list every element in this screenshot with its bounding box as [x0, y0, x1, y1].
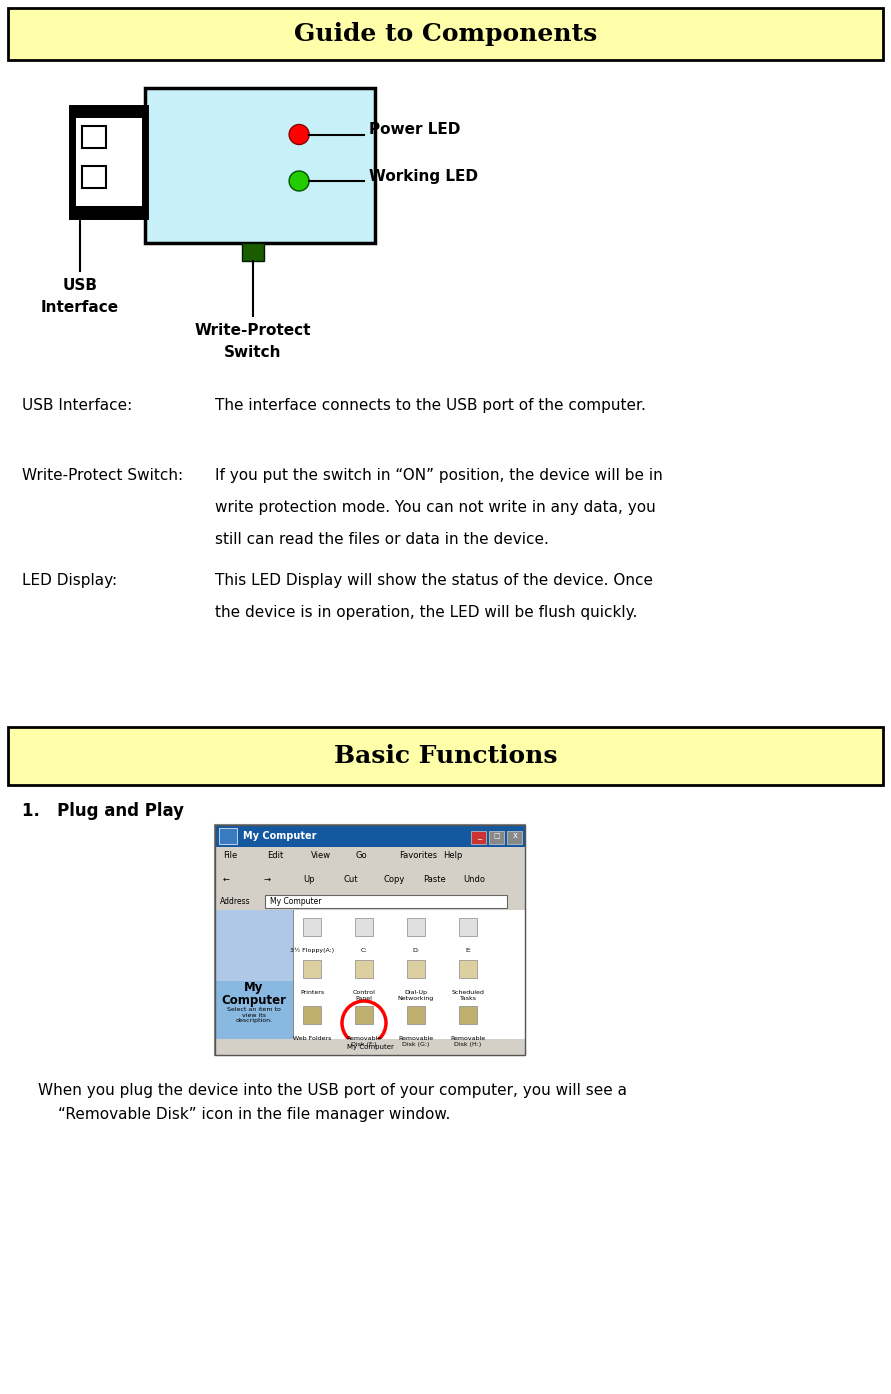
Bar	[215, 825, 525, 848]
Bar	[215, 825, 525, 1055]
Text: My: My	[244, 981, 264, 994]
Text: Write-Protect: Write-Protect	[195, 323, 311, 337]
Text: Removable
Disk (G:): Removable Disk (G:)	[398, 1036, 434, 1047]
Bar	[145, 88, 375, 243]
Text: Favorites: Favorites	[399, 852, 437, 860]
Text: Working LED: Working LED	[369, 169, 478, 184]
Bar	[8, 728, 883, 785]
Text: write protection mode. You can not write in any data, you: write protection mode. You can not write…	[215, 500, 656, 514]
Text: ←: ←	[223, 874, 230, 884]
Bar	[215, 910, 525, 1039]
Text: Basic Functions: Basic Functions	[334, 744, 558, 768]
Text: Up: Up	[303, 874, 315, 884]
Bar	[459, 1006, 477, 1025]
Bar	[265, 895, 507, 907]
Bar	[72, 107, 145, 216]
Bar	[355, 1006, 373, 1025]
Text: □: □	[494, 834, 501, 839]
Text: Help: Help	[443, 852, 462, 860]
Text: My Computer: My Computer	[270, 896, 322, 906]
Text: D:: D:	[413, 948, 420, 953]
Text: x: x	[512, 831, 518, 841]
Text: When you plug the device into the USB port of your computer, you will see a: When you plug the device into the USB po…	[38, 1083, 627, 1098]
Text: Interface: Interface	[41, 300, 119, 315]
Text: The interface connects to the USB port of the computer.: The interface connects to the USB port o…	[215, 399, 646, 413]
Text: Cut: Cut	[343, 874, 357, 884]
Text: Removable
Disk (F:): Removable Disk (F:)	[347, 1036, 381, 1047]
Bar	[215, 894, 525, 910]
Bar	[215, 981, 293, 1039]
Text: View: View	[311, 852, 331, 860]
Text: Power LED: Power LED	[369, 123, 461, 137]
Bar	[215, 848, 525, 866]
Bar	[215, 825, 525, 1055]
Text: Web Folders: Web Folders	[293, 1036, 331, 1041]
Bar	[507, 831, 522, 843]
Text: the device is in operation, the LED will be flush quickly.: the device is in operation, the LED will…	[215, 605, 637, 620]
Bar	[70, 206, 145, 216]
Ellipse shape	[289, 171, 309, 191]
Bar	[489, 831, 504, 843]
Text: USB Interface:: USB Interface:	[22, 399, 132, 413]
Text: Removable
Disk (H:): Removable Disk (H:)	[451, 1036, 486, 1047]
Bar	[8, 8, 883, 60]
Bar	[459, 919, 477, 935]
Text: Dial-Up
Networking: Dial-Up Networking	[398, 990, 434, 1001]
Bar	[82, 125, 106, 148]
Bar	[215, 866, 525, 894]
Text: →: →	[263, 874, 270, 884]
Text: Computer: Computer	[222, 994, 287, 1006]
Bar	[242, 243, 264, 261]
Text: If you put the switch in “ON” position, the device will be in: If you put the switch in “ON” position, …	[215, 468, 663, 482]
Text: Control
Panel: Control Panel	[353, 990, 375, 1001]
Text: Printers: Printers	[300, 990, 324, 995]
Text: Edit: Edit	[267, 852, 283, 860]
Bar	[82, 166, 106, 188]
Bar	[355, 960, 373, 979]
Text: Switch: Switch	[225, 344, 282, 360]
Text: Write-Protect Switch:: Write-Protect Switch:	[22, 468, 184, 482]
Bar	[215, 1039, 525, 1055]
Bar	[303, 1006, 321, 1025]
Text: Paste: Paste	[423, 874, 446, 884]
Text: 1.   Plug and Play: 1. Plug and Play	[22, 802, 184, 820]
Bar	[303, 960, 321, 979]
Text: “Removable Disk” icon in the file manager window.: “Removable Disk” icon in the file manage…	[58, 1107, 450, 1122]
Text: Scheduled
Tasks: Scheduled Tasks	[452, 990, 485, 1001]
Bar	[219, 828, 237, 843]
Text: My Computer: My Computer	[243, 831, 316, 841]
Bar	[355, 919, 373, 935]
Text: Address: Address	[220, 896, 250, 906]
Text: My Computer: My Computer	[347, 1044, 394, 1050]
Text: Guide to Components: Guide to Components	[294, 22, 598, 46]
Text: Go: Go	[355, 852, 366, 860]
Text: 3½ Floppy(A:): 3½ Floppy(A:)	[290, 948, 334, 953]
Text: USB: USB	[62, 277, 97, 293]
Ellipse shape	[289, 124, 309, 145]
Bar	[407, 960, 425, 979]
Bar	[293, 910, 294, 1039]
Text: Undo: Undo	[463, 874, 485, 884]
Bar	[407, 1006, 425, 1025]
Text: Select an item to
view its
description.: Select an item to view its description.	[227, 1006, 281, 1023]
Bar	[407, 919, 425, 935]
Bar	[471, 831, 486, 843]
Text: This LED Display will show the status of the device. Once: This LED Display will show the status of…	[215, 573, 653, 588]
Text: still can read the files or data in the device.: still can read the files or data in the …	[215, 533, 549, 546]
Text: Copy: Copy	[383, 874, 405, 884]
Bar	[459, 960, 477, 979]
Text: C:: C:	[361, 948, 367, 953]
Text: _: _	[477, 831, 481, 841]
Text: File: File	[223, 852, 237, 860]
Text: LED Display:: LED Display:	[22, 573, 117, 588]
Bar	[303, 919, 321, 935]
Text: E:: E:	[465, 948, 471, 953]
Bar	[215, 910, 293, 1039]
Bar	[70, 107, 145, 118]
